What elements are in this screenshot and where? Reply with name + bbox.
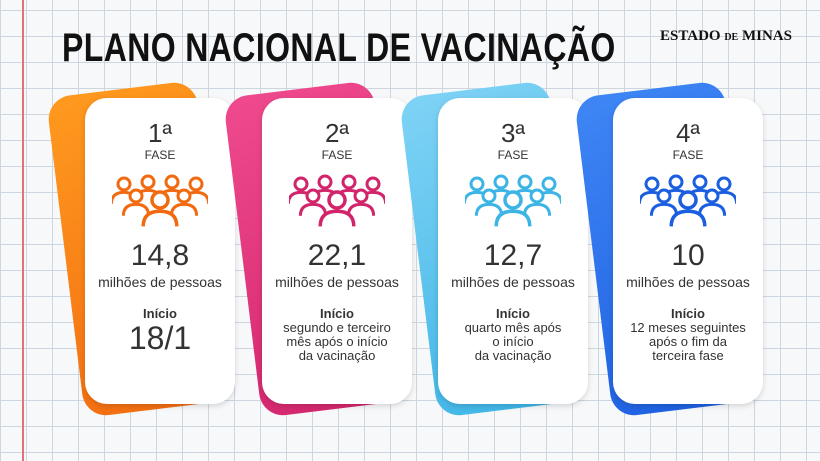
brand-text: MINAS: [741, 28, 792, 44]
people-icon: [289, 174, 385, 227]
phase-card: 3ª FASE 12,7 milhões de pessoas Início quarto…: [398, 80, 588, 418]
icon-part: [327, 190, 347, 210]
phase-label: FASE: [144, 148, 176, 162]
start-text: da vacinação: [474, 348, 552, 363]
start-label: Início: [143, 306, 177, 321]
icon-part: [644, 176, 660, 192]
people-icon: [640, 174, 736, 227]
amount-unit: milhões de pessoas: [98, 274, 222, 290]
icon-part: [318, 209, 356, 227]
icon-part: [140, 174, 156, 190]
margin-line: [22, 0, 24, 461]
icon-part: [517, 174, 533, 190]
icon-part: [141, 209, 179, 227]
amount: 10: [671, 239, 705, 272]
icon-part: [353, 188, 369, 204]
icon-part: [493, 174, 509, 190]
icon-part: [481, 188, 497, 204]
icon-part: [649, 202, 679, 216]
amount-unit: milhões de pessoas: [451, 274, 575, 290]
phase-ordinal: 2ª: [324, 118, 350, 148]
amount: 22,1: [307, 239, 367, 272]
phase-card: 1ª FASE 14,8 milhões de pessoas Início 18/1: [45, 80, 235, 418]
start-text: segundo e terceiro: [283, 320, 391, 335]
phase-card: 4ª FASE 10 milhões de pessoas Início 12 meses…: [573, 80, 763, 418]
start-label: Início: [320, 306, 354, 321]
icon-part: [341, 174, 357, 190]
phase-label: FASE: [497, 148, 529, 162]
card-front: 4ª FASE 10 milhões de pessoas Início 12 meses…: [613, 98, 763, 404]
brand-text: DE: [724, 32, 739, 43]
start-label: Início: [671, 306, 705, 321]
icon-part: [298, 202, 328, 216]
brand: ESTADO DE MINAS: [660, 28, 792, 45]
people-icon: [112, 174, 208, 227]
icon-part: [176, 188, 192, 204]
icon-part: [668, 174, 684, 190]
amount: 12,7: [483, 239, 543, 272]
icon-part: [669, 209, 707, 227]
icon-part: [116, 176, 132, 192]
icon-part: [188, 176, 204, 192]
icon-part: [121, 202, 151, 216]
amount-unit: milhões de pessoas: [626, 274, 750, 290]
start-text: após o fim da: [648, 334, 728, 349]
icon-part: [697, 202, 727, 216]
icon-part: [522, 202, 552, 216]
amount: 14,8: [130, 239, 190, 272]
icon-part: [529, 188, 545, 204]
phase-ordinal: 1ª: [147, 118, 173, 148]
start-text: da vacinação: [298, 348, 376, 363]
amount-unit: milhões de pessoas: [275, 274, 399, 290]
icon-part: [346, 202, 376, 216]
icon-part: [678, 190, 698, 210]
phase-ordinal: 4ª: [675, 118, 701, 148]
icon-part: [128, 188, 144, 204]
phase-ordinal: 3ª: [500, 118, 526, 148]
icon-part: [150, 190, 170, 210]
icon-part: [503, 190, 523, 210]
title: PLANO NACIONAL DE VACINAÇÃO: [62, 26, 616, 70]
icon-part: [474, 202, 504, 216]
icon-part: [541, 176, 557, 192]
people-icon: [465, 174, 561, 227]
phase-label: FASE: [672, 148, 704, 162]
start-text: terceira fase: [652, 348, 724, 363]
icon-part: [164, 174, 180, 190]
icon-part: [469, 176, 485, 192]
start-text: mês após o início: [286, 334, 388, 349]
icon-part: [494, 209, 532, 227]
icon-part: [704, 188, 720, 204]
start-text: 12 meses seguintes: [630, 320, 746, 335]
start-text: quarto mês após: [464, 320, 562, 335]
brand-text: ESTADO: [660, 28, 721, 44]
icon-part: [656, 188, 672, 204]
card-front: 3ª FASE 12,7 milhões de pessoas Início quarto…: [438, 98, 588, 404]
start-text: o início: [492, 334, 534, 349]
icon-part: [169, 202, 199, 216]
icon-part: [716, 176, 732, 192]
icon-part: [305, 188, 321, 204]
icon-part: [293, 176, 309, 192]
icon-part: [317, 174, 333, 190]
icon-part: [692, 174, 708, 190]
start-text: 18/1: [128, 320, 192, 356]
icon-part: [365, 176, 381, 192]
card-front: 2ª FASE 22,1 milhões de pessoas Início segund…: [262, 98, 412, 404]
card-front: 1ª FASE 14,8 milhões de pessoas Início 18/1: [85, 98, 235, 404]
phase-label: FASE: [321, 148, 353, 162]
start-label: Início: [496, 306, 530, 321]
phase-card: 2ª FASE 22,1 milhões de pessoas Início segund…: [222, 80, 412, 418]
